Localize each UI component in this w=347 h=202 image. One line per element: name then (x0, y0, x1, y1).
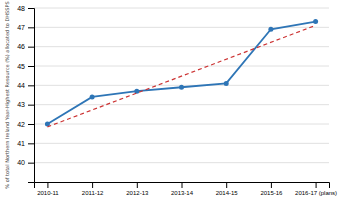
x-tick-mark (182, 182, 183, 188)
marks (45, 19, 318, 127)
point (179, 85, 184, 90)
x-axis: 2010-11 2011-12 2012-13 2013-14 2014-15 2015-… (35, 182, 338, 196)
y-tick-label: 48 (17, 5, 25, 12)
grid-line (34, 46, 329, 47)
y-tick-mark (28, 8, 34, 9)
grid-line (34, 162, 329, 163)
y-tick-mark (28, 85, 34, 86)
grid-line (34, 66, 329, 67)
y-tick-label: 42 (17, 121, 25, 128)
x-tick-label: 2010-11 (37, 190, 59, 196)
x-tick-label: 2015-16 (260, 190, 283, 196)
x-tick: 2011-12 (82, 182, 104, 196)
y-axis: 40 41 42 43 44 45 46 47 48 (17, 5, 34, 183)
x-tick-mark (271, 182, 272, 188)
y-tick: 41 (17, 140, 34, 147)
y-tick-label: 47 (17, 24, 25, 31)
y-tick: 48 (17, 5, 34, 12)
x-axis-line (35, 183, 330, 189)
x-tick: 2015-16 (260, 182, 283, 196)
x-tick: 2010-11 (37, 182, 59, 196)
x-tick-label: 2013-14 (171, 190, 194, 196)
y-tick-label: 46 (17, 43, 25, 50)
y-tick: 44 (17, 82, 34, 89)
chart: 4041424344454647482010-112011-122012-132… (0, 0, 347, 202)
point (224, 81, 229, 86)
y-tick-label: 41 (17, 140, 25, 147)
y-tick-label: 40 (17, 159, 25, 166)
x-tick-label: 2011-12 (82, 190, 104, 196)
x-tick-label: 2014-15 (216, 190, 239, 196)
x-tick: 2016-17 (plans) (295, 182, 337, 196)
y-axis-line (28, 9, 35, 183)
x-tick-mark (137, 182, 138, 188)
x-tick-mark (92, 182, 93, 188)
plot-area: 4041424344454647482010-112011-122012-132… (17, 5, 337, 197)
y-tick-mark (28, 163, 34, 164)
y-tick: 45 (17, 63, 34, 70)
y-tick: 46 (17, 43, 34, 50)
x-tick-label: 2012-13 (126, 190, 149, 196)
y-tick: 42 (17, 121, 34, 128)
point (134, 89, 139, 94)
y-tick-mark (28, 47, 34, 48)
x-tick-mark (47, 182, 48, 188)
point (90, 94, 95, 99)
y-tick: 47 (17, 24, 34, 31)
x-tick-mark (316, 182, 317, 188)
y-tick-label: 43 (17, 101, 25, 108)
x-tick: 2012-13 (126, 182, 149, 196)
y-tick-mark (28, 124, 34, 125)
trend-line (47, 25, 315, 127)
x-tick-mark (226, 182, 227, 188)
x-tick: 2014-15 (216, 182, 239, 196)
grid (34, 8, 329, 163)
y-tick-mark (28, 66, 34, 67)
x-tick-label: 2016-17 (plans) (295, 190, 337, 196)
grid-line (34, 8, 329, 9)
point (268, 27, 273, 32)
y-tick-mark (28, 143, 34, 144)
y-tick: 40 (17, 159, 34, 166)
point (313, 19, 318, 24)
y-tick: 43 (17, 101, 34, 108)
y-tick-mark (28, 105, 34, 106)
y-tick-label: 44 (17, 82, 25, 89)
x-tick: 2013-14 (171, 182, 194, 196)
grid-line (34, 124, 329, 125)
series-line (47, 22, 315, 124)
y-tick-mark (28, 27, 34, 28)
grid-line (34, 143, 329, 144)
y-tick-label: 45 (17, 63, 25, 70)
y-axis-title: % of total Northern Ireland Year-Highest… (4, 1, 11, 188)
